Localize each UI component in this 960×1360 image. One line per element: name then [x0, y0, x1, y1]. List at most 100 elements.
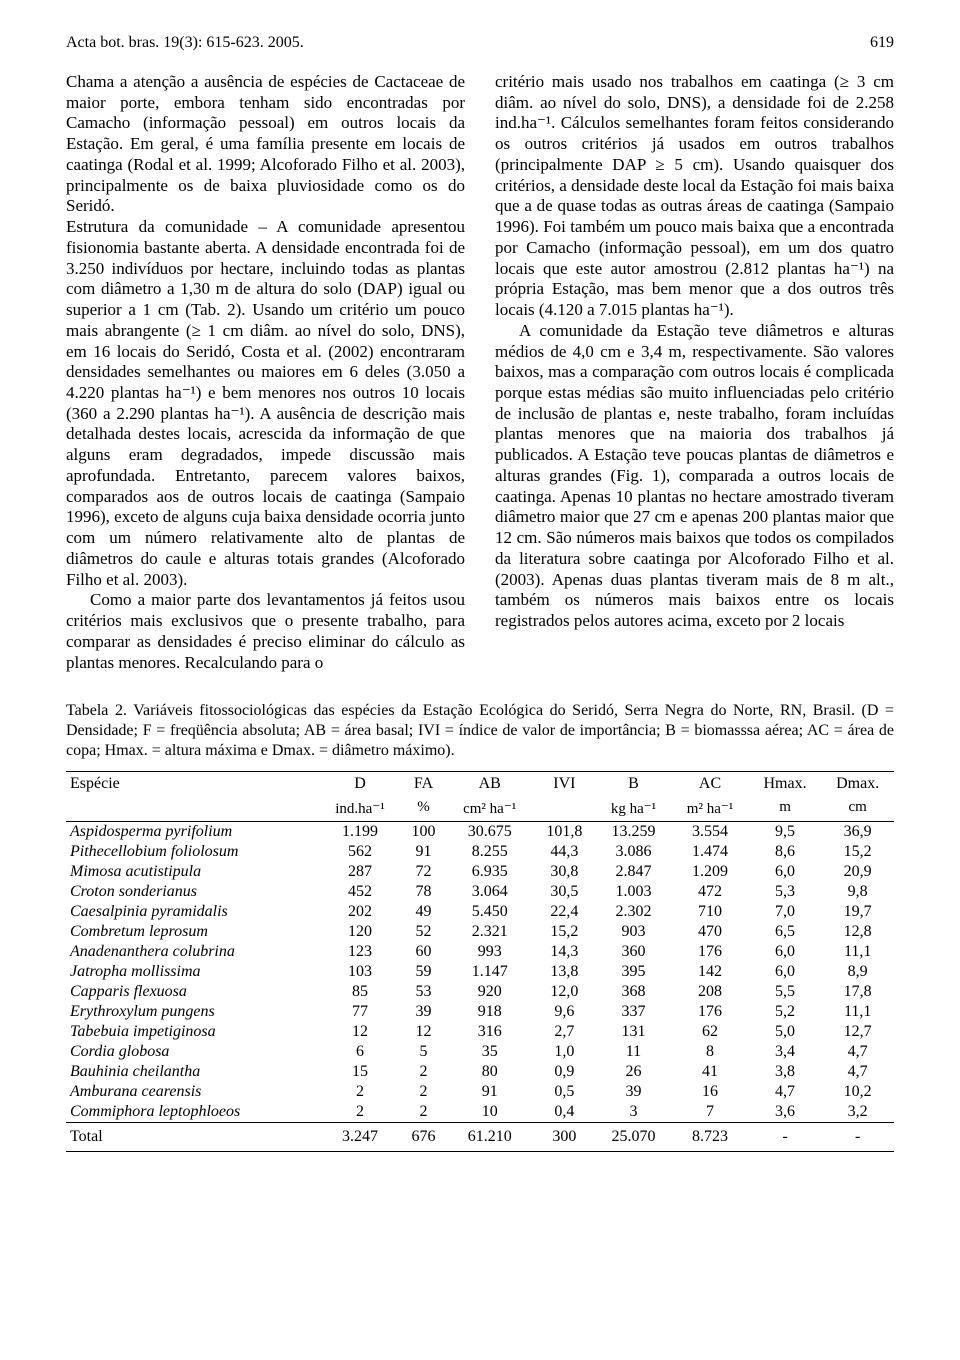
value-cell: 6 [319, 1042, 401, 1062]
value-cell: 2.321 [446, 922, 533, 942]
table-row: Pithecellobium foliolosum562918.25544,33… [66, 842, 894, 862]
left-column: Chama a atenção a ausência de espécies d… [66, 72, 465, 673]
value-cell: 9,5 [749, 822, 822, 843]
journal-reference: Acta bot. bras. 19(3): 615-623. 2005. [66, 34, 304, 52]
value-cell: 3,2 [821, 1102, 894, 1123]
value-cell: 12,7 [821, 1022, 894, 1042]
value-cell: 39 [596, 1082, 672, 1102]
value-cell: 19,7 [821, 902, 894, 922]
value-cell: 11 [596, 1042, 672, 1062]
page-number: 619 [870, 34, 894, 52]
value-cell: 2,7 [533, 1022, 595, 1042]
table-row: Anadenanthera colubrina1236099314,336017… [66, 942, 894, 962]
value-cell: 103 [319, 962, 401, 982]
body-paragraph: A comunidade da Estação teve diâmetros e… [495, 321, 894, 632]
value-cell: 316 [446, 1022, 533, 1042]
value-cell: 35 [446, 1042, 533, 1062]
value-cell: 0,4 [533, 1102, 595, 1123]
unit-dmax: cm [821, 796, 894, 822]
value-cell: 41 [671, 1062, 748, 1082]
value-cell: 0,5 [533, 1082, 595, 1102]
value-cell: 7 [671, 1102, 748, 1123]
value-cell: 78 [401, 882, 446, 902]
value-cell: 472 [671, 882, 748, 902]
value-cell: 13,8 [533, 962, 595, 982]
value-cell: 1.209 [671, 862, 748, 882]
species-cell: Pithecellobium foliolosum [66, 842, 319, 862]
value-cell: 80 [446, 1062, 533, 1082]
value-cell: 287 [319, 862, 401, 882]
total-value-cell: 300 [533, 1123, 595, 1152]
value-cell: 10 [446, 1102, 533, 1123]
col-especie: Espécie [66, 772, 319, 797]
total-value-cell: 676 [401, 1123, 446, 1152]
phytosociological-table: Espécie D FA AB IVI B AC Hmax. Dmax. ind… [66, 771, 894, 1152]
value-cell: 59 [401, 962, 446, 982]
total-row: Total3.24767661.21030025.0708.723-- [66, 1123, 894, 1152]
total-value-cell: - [821, 1123, 894, 1152]
table-row: Cordia globosa65351,01183,44,7 [66, 1042, 894, 1062]
value-cell: 15,2 [533, 922, 595, 942]
species-cell: Croton sonderianus [66, 882, 319, 902]
value-cell: 5,0 [749, 1022, 822, 1042]
value-cell: 85 [319, 982, 401, 1002]
table-row: Amburana cearensis22910,539164,710,2 [66, 1082, 894, 1102]
value-cell: 12 [401, 1022, 446, 1042]
value-cell: 2.847 [596, 862, 672, 882]
value-cell: 123 [319, 942, 401, 962]
value-cell: 16 [671, 1082, 748, 1102]
body-paragraph: Como a maior parte dos levantamentos já … [66, 590, 465, 673]
col-b: B [596, 772, 672, 797]
value-cell: 1.003 [596, 882, 672, 902]
table-row: Jatropha mollissima103591.14713,83951426… [66, 962, 894, 982]
value-cell: 903 [596, 922, 672, 942]
species-cell: Combretum leprosum [66, 922, 319, 942]
species-cell: Anadenanthera colubrina [66, 942, 319, 962]
value-cell: 11,1 [821, 1002, 894, 1022]
value-cell: 4,7 [821, 1042, 894, 1062]
total-value-cell: 8.723 [671, 1123, 748, 1152]
table-row: Capparis flexuosa855392012,03682085,517,… [66, 982, 894, 1002]
value-cell: 131 [596, 1022, 672, 1042]
col-ab: AB [446, 772, 533, 797]
header-row-1: Espécie D FA AB IVI B AC Hmax. Dmax. [66, 772, 894, 797]
species-cell: Cordia globosa [66, 1042, 319, 1062]
value-cell: 360 [596, 942, 672, 962]
value-cell: 6,0 [749, 862, 822, 882]
species-cell: Tabebuia impetiginosa [66, 1022, 319, 1042]
total-value-cell: 3.247 [319, 1123, 401, 1152]
value-cell: 2 [401, 1062, 446, 1082]
value-cell: 4,7 [749, 1082, 822, 1102]
value-cell: 3.554 [671, 822, 748, 843]
value-cell: 17,8 [821, 982, 894, 1002]
value-cell: 26 [596, 1062, 672, 1082]
value-cell: 5,2 [749, 1002, 822, 1022]
col-ivi: IVI [533, 772, 595, 797]
value-cell: 2 [319, 1102, 401, 1123]
species-cell: Caesalpinia pyramidalis [66, 902, 319, 922]
value-cell: 337 [596, 1002, 672, 1022]
col-dmax: Dmax. [821, 772, 894, 797]
value-cell: 8,9 [821, 962, 894, 982]
species-cell: Capparis flexuosa [66, 982, 319, 1002]
value-cell: 49 [401, 902, 446, 922]
value-cell: 100 [401, 822, 446, 843]
header-row-2: ind.ha⁻¹ % cm² ha⁻¹ kg ha⁻¹ m² ha⁻¹ m cm [66, 796, 894, 822]
table-row: Bauhinia cheilantha152800,926413,84,7 [66, 1062, 894, 1082]
value-cell: 993 [446, 942, 533, 962]
species-cell: Amburana cearensis [66, 1082, 319, 1102]
species-cell: Erythroxylum pungens [66, 1002, 319, 1022]
table-header: Espécie D FA AB IVI B AC Hmax. Dmax. ind… [66, 772, 894, 822]
value-cell: 22,4 [533, 902, 595, 922]
value-cell: 176 [671, 942, 748, 962]
value-cell: 3 [596, 1102, 672, 1123]
value-cell: 1.147 [446, 962, 533, 982]
value-cell: 2 [401, 1082, 446, 1102]
value-cell: 72 [401, 862, 446, 882]
value-cell: 2 [319, 1082, 401, 1102]
table-row: Combretum leprosum120522.32115,29034706,… [66, 922, 894, 942]
col-d: D [319, 772, 401, 797]
value-cell: 13.259 [596, 822, 672, 843]
value-cell: 101,8 [533, 822, 595, 843]
value-cell: 2 [401, 1102, 446, 1123]
